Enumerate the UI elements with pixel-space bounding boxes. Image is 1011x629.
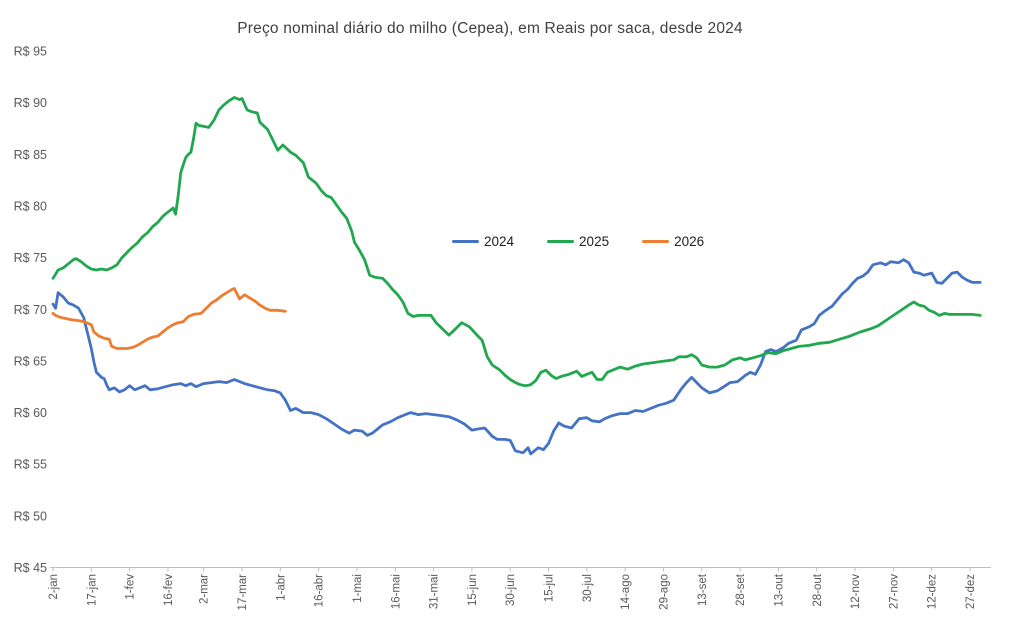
y-axis-tick-label: R$ 60: [14, 406, 47, 420]
x-axis-tick-label: 12-dez: [927, 574, 939, 609]
y-axis-tick-label: R$ 85: [14, 148, 47, 162]
y-axis-tick-label: R$ 95: [14, 45, 47, 59]
x-axis-tick-label: 30-jul: [582, 574, 594, 602]
x-axis-tick-label: 31-mai: [429, 574, 441, 609]
x-axis-tick-label: 13-out: [773, 573, 785, 606]
x-axis-tick-label: 1-abr: [275, 574, 287, 601]
x-axis-tick-label: 17-jan: [86, 574, 98, 606]
x-axis-tick-label: 16-fev: [163, 574, 175, 606]
x-axis-tick-label: 2-mar: [199, 574, 211, 604]
legend-label-2026: 2026: [674, 234, 705, 249]
legend-label-2024: 2024: [484, 234, 515, 249]
x-axis-tick-label: 27-dez: [965, 574, 977, 609]
y-axis-tick-label: R$ 70: [14, 303, 47, 317]
x-axis-tick-label: 12-nov: [850, 574, 862, 609]
legend: 2024 2025 2026: [452, 234, 704, 249]
x-axis-tick-label: 13-set: [697, 573, 709, 606]
series-line-2026[interactable]: [51, 287, 287, 350]
legend-item-2025[interactable]: 2025: [547, 234, 609, 249]
y-axis-tick-label: R$ 90: [14, 96, 47, 110]
legend-swatch-2025-line: [547, 239, 575, 244]
x-axis-tick-label: 16-mai: [390, 574, 402, 609]
legend-item-2024[interactable]: 2024: [452, 234, 514, 249]
series-line-2024[interactable]: [51, 258, 982, 456]
x-axis-tick-label: 14-ago: [620, 574, 632, 610]
y-axis-tick-label: R$ 80: [14, 199, 47, 213]
legend-swatch-2026-line: [642, 239, 670, 244]
legend-swatch-2024-line: [452, 239, 479, 244]
y-axis-tick-label: R$ 50: [14, 509, 47, 523]
y-axis-tick-label: R$ 65: [14, 354, 47, 368]
x-axis-tick-label: 16-abr: [314, 574, 326, 607]
legend-item-2026[interactable]: 2026: [642, 234, 704, 249]
x-axis-tick-label: 28-out: [812, 573, 824, 606]
chart-title: Preço nominal diário do milho (Cepea), e…: [237, 20, 743, 37]
y-axis-tick-label: R$ 55: [14, 458, 47, 472]
x-axis-tick-label: 17-mar: [237, 574, 249, 611]
x-axis-tick-label: 29-ago: [659, 574, 671, 610]
series-line-2025[interactable]: [51, 96, 982, 388]
y-axis-tick-label: R$ 75: [14, 251, 47, 265]
legend-label-2025: 2025: [579, 234, 610, 249]
y-axis-tick-label: R$ 45: [14, 561, 47, 575]
x-axis-tick-label: 1-mai: [352, 574, 364, 603]
x-axis-tick-label: 1-fev: [125, 574, 137, 600]
x-axis-tick-label: 15-jun: [467, 574, 479, 606]
x-axis-tick-label: 30-jun: [505, 574, 517, 606]
x-axis-tick-label: 27-nov: [888, 574, 900, 609]
x-axis-tick-label: 2-jan: [48, 574, 60, 600]
x-axis-tick-label: 15-jul: [544, 574, 556, 602]
x-axis-tick-label: 28-set: [735, 573, 747, 606]
